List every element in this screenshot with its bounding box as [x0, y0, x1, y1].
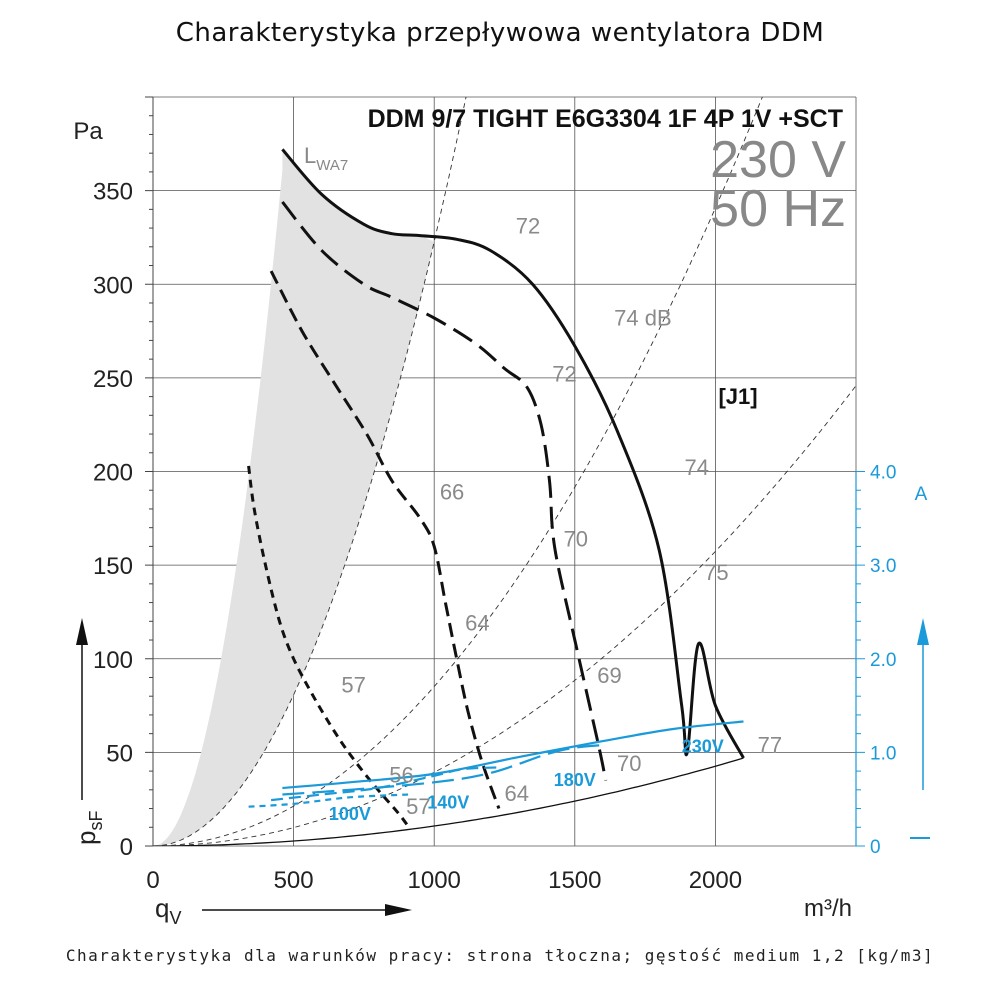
curve-annotation: 75: [704, 560, 728, 585]
y2-tick-label: 1.0: [870, 743, 896, 764]
y-direction-arrow: [76, 618, 88, 800]
x-tick-label: 2000: [689, 867, 742, 894]
curve-annotation: 57: [406, 794, 430, 819]
lwa-shaded-area: [153, 149, 435, 846]
y2-tick-label: 4.0: [870, 463, 896, 484]
curve-annotation: 74: [684, 455, 708, 480]
x-tick-label: 1500: [548, 867, 601, 894]
voltage-curve-label: 180V: [554, 770, 596, 790]
voltage-curve-label: 100V: [329, 804, 371, 824]
current-curve-2: [270, 766, 499, 802]
current-curve-1: [282, 743, 606, 796]
y-tick-label: 0: [120, 834, 133, 861]
y-tick-label: 250: [93, 366, 133, 393]
fan-curve-230V: [281, 148, 745, 759]
voltage-curve-label: 140V: [427, 793, 469, 813]
x-tick-label: 1000: [408, 867, 461, 894]
y-tick-label: 200: [93, 460, 133, 487]
current-curve-3: [248, 793, 409, 808]
y-tick-label: 50: [106, 740, 133, 767]
curve-annotation: 70: [617, 751, 641, 776]
curve-annotation: 74 dB: [614, 305, 672, 330]
curve-annotation: 77: [758, 732, 782, 757]
curve-annotation: 72: [516, 214, 540, 239]
system-curve-75: [153, 385, 856, 846]
y2-unit-label: A: [915, 484, 928, 505]
lwa-label: LWA7: [304, 143, 348, 174]
x-direction-arrow: [202, 904, 412, 916]
y-axis-label: psF: [71, 811, 106, 845]
frequency-label: 50 Hz: [710, 180, 846, 238]
x-tick-label: 0: [146, 867, 159, 894]
system-curve-74dB: [153, 97, 763, 846]
curve-annotation: 56: [389, 762, 413, 787]
fan-curve-180V: [281, 200, 608, 781]
curve-annotation: 66: [440, 480, 464, 505]
y-unit-label: Pa: [73, 118, 103, 145]
y-tick-label: 300: [93, 272, 133, 299]
curve-annotation: 69: [597, 663, 621, 688]
curve-annotation: 57: [341, 672, 365, 697]
labels: 0 500 1000 1500 2000 0 50 100 150 200 250 300 350 0 1.…: [93, 179, 896, 894]
lwa-label-text: L: [304, 143, 316, 168]
curve-annotation: 70: [564, 526, 588, 551]
curve-annotation: 64: [505, 781, 529, 806]
chart-title: DDM 9/7 TIGHT E6G3304 1F 4P 1V +SCT: [368, 105, 843, 133]
fan-curve-140V: [269, 270, 501, 810]
y-tick-label: 100: [93, 647, 133, 674]
system-curve-72: [153, 97, 467, 846]
system-curves: [153, 97, 856, 846]
system-curve-77: [153, 757, 744, 846]
fan-curves: [247, 148, 745, 829]
footer-note: Charakterystyka dla warunków pracy: stro…: [65, 946, 935, 965]
x-axis-label: qV: [155, 893, 181, 928]
current-curve-0: [282, 720, 744, 790]
y2-tick-label: 2.0: [870, 650, 896, 671]
y-tick-label: 150: [93, 553, 133, 580]
page-title: Charakterystyka przepływowa wentylatora …: [175, 18, 825, 48]
y2-tick-label: 0: [870, 837, 881, 858]
fan-curve-100V: [247, 465, 411, 829]
curve-annotation: 72: [552, 362, 576, 387]
voltage-label: 230 V: [710, 131, 846, 189]
configuration-label: [J1]: [718, 384, 757, 409]
axes: [145, 96, 865, 847]
x-tick-label: 500: [274, 867, 314, 894]
x-unit-label: m³/h: [804, 895, 852, 922]
voltage-curve-label: 230V: [682, 736, 724, 756]
y2-tick-label: 3.0: [870, 556, 896, 577]
y2-direction-arrow: [910, 618, 930, 839]
fan-characteristic-chart: 0 500 1000 1500 2000 0 50 100 150 200 250 300 350 0 1.…: [71, 96, 930, 928]
y-tick-label: 350: [93, 179, 133, 206]
curve-annotation: 64: [465, 611, 489, 636]
current-curves: [248, 720, 744, 808]
